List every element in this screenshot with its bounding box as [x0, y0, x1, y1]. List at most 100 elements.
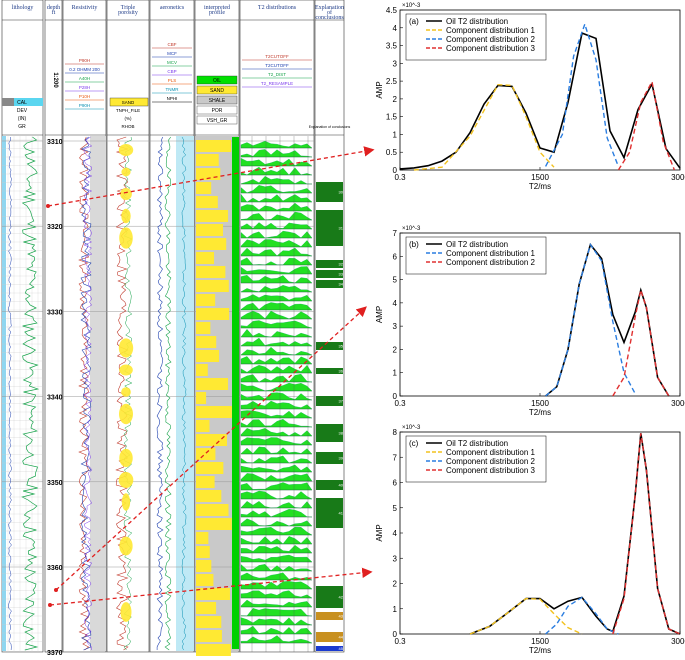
y-tick-label: 5: [393, 504, 398, 513]
series-line: [469, 597, 583, 635]
porosity-fill: [119, 536, 133, 556]
t2-bump: [240, 257, 313, 266]
t2-bump: [240, 285, 313, 293]
x-axis-label: T2/ms: [529, 646, 551, 655]
chart-b: 0 1 2 3 4 5 6 7 0.3 1500 3000 T2/ms AMP ×10^-3 (b) Oil …: [375, 226, 685, 417]
sand-fill: [196, 630, 222, 642]
t2-bump: [240, 294, 313, 302]
t2-bump: [240, 437, 313, 446]
layer-blocks: 30 31 32 33 34 35 36 37 38 39 40 41 42 43 44 45: [316, 182, 344, 651]
layer-block: [316, 260, 343, 268]
sand-fill: [196, 546, 210, 558]
explanation-header-label: Explanation of conclusions: [309, 125, 351, 129]
layer-number: 44: [339, 635, 344, 640]
log-curve: [164, 136, 172, 651]
y-tick-label: 4: [393, 24, 398, 33]
t2-bump: [240, 545, 313, 554]
porosity-fill: [118, 338, 134, 358]
series-line: [545, 242, 636, 397]
t2-bump: [240, 455, 313, 464]
curve-header-label: NPHI: [167, 96, 178, 101]
t2-bump: [240, 564, 313, 572]
panel-label: (b): [409, 240, 419, 249]
layer-number: 45: [339, 646, 344, 651]
sand-fill: [196, 406, 232, 418]
t2-bump: [240, 501, 313, 509]
layer-number: 36: [339, 369, 344, 374]
sand-fill: [196, 364, 208, 376]
curve-header-label: PLS: [168, 78, 177, 83]
t2-bump: [240, 373, 313, 383]
series-line: [399, 32, 681, 170]
x-tick-label: 1500: [531, 637, 549, 646]
layer-block: [316, 280, 343, 288]
log-column-title: depth: [47, 5, 60, 11]
t2-bump: [240, 635, 313, 644]
t2-bump: [240, 382, 313, 392]
porosity-header-label: RHOB: [121, 124, 134, 129]
profile-legend-label: SAND: [210, 88, 224, 94]
log-curve: [83, 136, 93, 651]
y-tick-label: 2.5: [386, 77, 398, 86]
x-tick-label: 0.3: [394, 173, 406, 182]
porosity-fill: [121, 493, 131, 511]
curve-header-label: P10H: [79, 94, 90, 99]
t2-bump: [240, 554, 313, 563]
y-tick-label: 6: [393, 479, 398, 488]
sand-fill: [196, 462, 224, 474]
profile-legend-label: SHALE: [209, 98, 226, 104]
porosity-fill: [119, 227, 133, 249]
y-tick-label: 2: [393, 345, 398, 354]
curve-header-label: CBF: [168, 42, 177, 47]
curve-header-label: T2CUTOFF: [265, 63, 289, 68]
x-tick-label: 3000: [671, 637, 685, 646]
porosity-fill: [119, 364, 133, 376]
curve-header-label: A40H: [79, 76, 90, 81]
depth-label: 3370: [47, 650, 63, 657]
log-column-frame: [314, 0, 345, 653]
porosity-header-label: SAND: [122, 100, 135, 105]
layer-block: [316, 498, 343, 528]
sand-fill: [196, 434, 227, 446]
curve-header-label: 0.2 OHMM 200: [69, 67, 100, 72]
log-column-frame: [44, 0, 63, 653]
log-curve: [21, 136, 40, 651]
sand-fill: [196, 350, 220, 362]
legend-label: Oil T2 distribution: [446, 17, 508, 26]
sand-fill: [196, 518, 232, 530]
t2-bump: [240, 302, 313, 311]
series-line: [617, 79, 676, 171]
y-axis-label: AMP: [375, 524, 384, 541]
panel-label: (c): [409, 439, 419, 448]
porosity-fill: [121, 387, 131, 397]
layer-block: [316, 632, 343, 642]
log-column-title: interpreted: [204, 5, 230, 11]
x-tick-label: 3000: [671, 173, 685, 182]
log-column-title: aeronetics: [160, 5, 185, 11]
curve-header-label: P28H: [79, 85, 90, 90]
t2-bump: [240, 617, 313, 626]
profile-legend-box: [196, 85, 238, 95]
y-tick-label: 1.5: [386, 113, 398, 122]
series-line: [413, 83, 555, 171]
nmr-shade: [176, 136, 194, 651]
log-column-title: Explanation: [315, 5, 344, 11]
log-scale: 1:200: [52, 72, 58, 88]
y-tick-label: 0.5: [386, 148, 398, 157]
y-tick-label: 5: [393, 276, 398, 285]
curve-header-label: T2_DIST: [268, 72, 286, 77]
profile-legend-label: VSH_GR: [207, 118, 228, 124]
t2-bump: [240, 572, 313, 581]
x-tick-label: 0.3: [394, 637, 406, 646]
series-line: [612, 433, 681, 635]
sand-fill: [196, 322, 211, 334]
log-curves: [8, 136, 313, 656]
profile-legend-label: OIL: [213, 78, 221, 84]
layer-number: 42: [339, 595, 344, 600]
profile-legend-box: [196, 75, 238, 85]
sand-fill: [196, 210, 229, 222]
t2-bump: [240, 266, 313, 275]
y-tick-label: 7: [393, 229, 398, 238]
y-tick-label: 3: [393, 554, 398, 563]
layer-block: [316, 480, 343, 490]
